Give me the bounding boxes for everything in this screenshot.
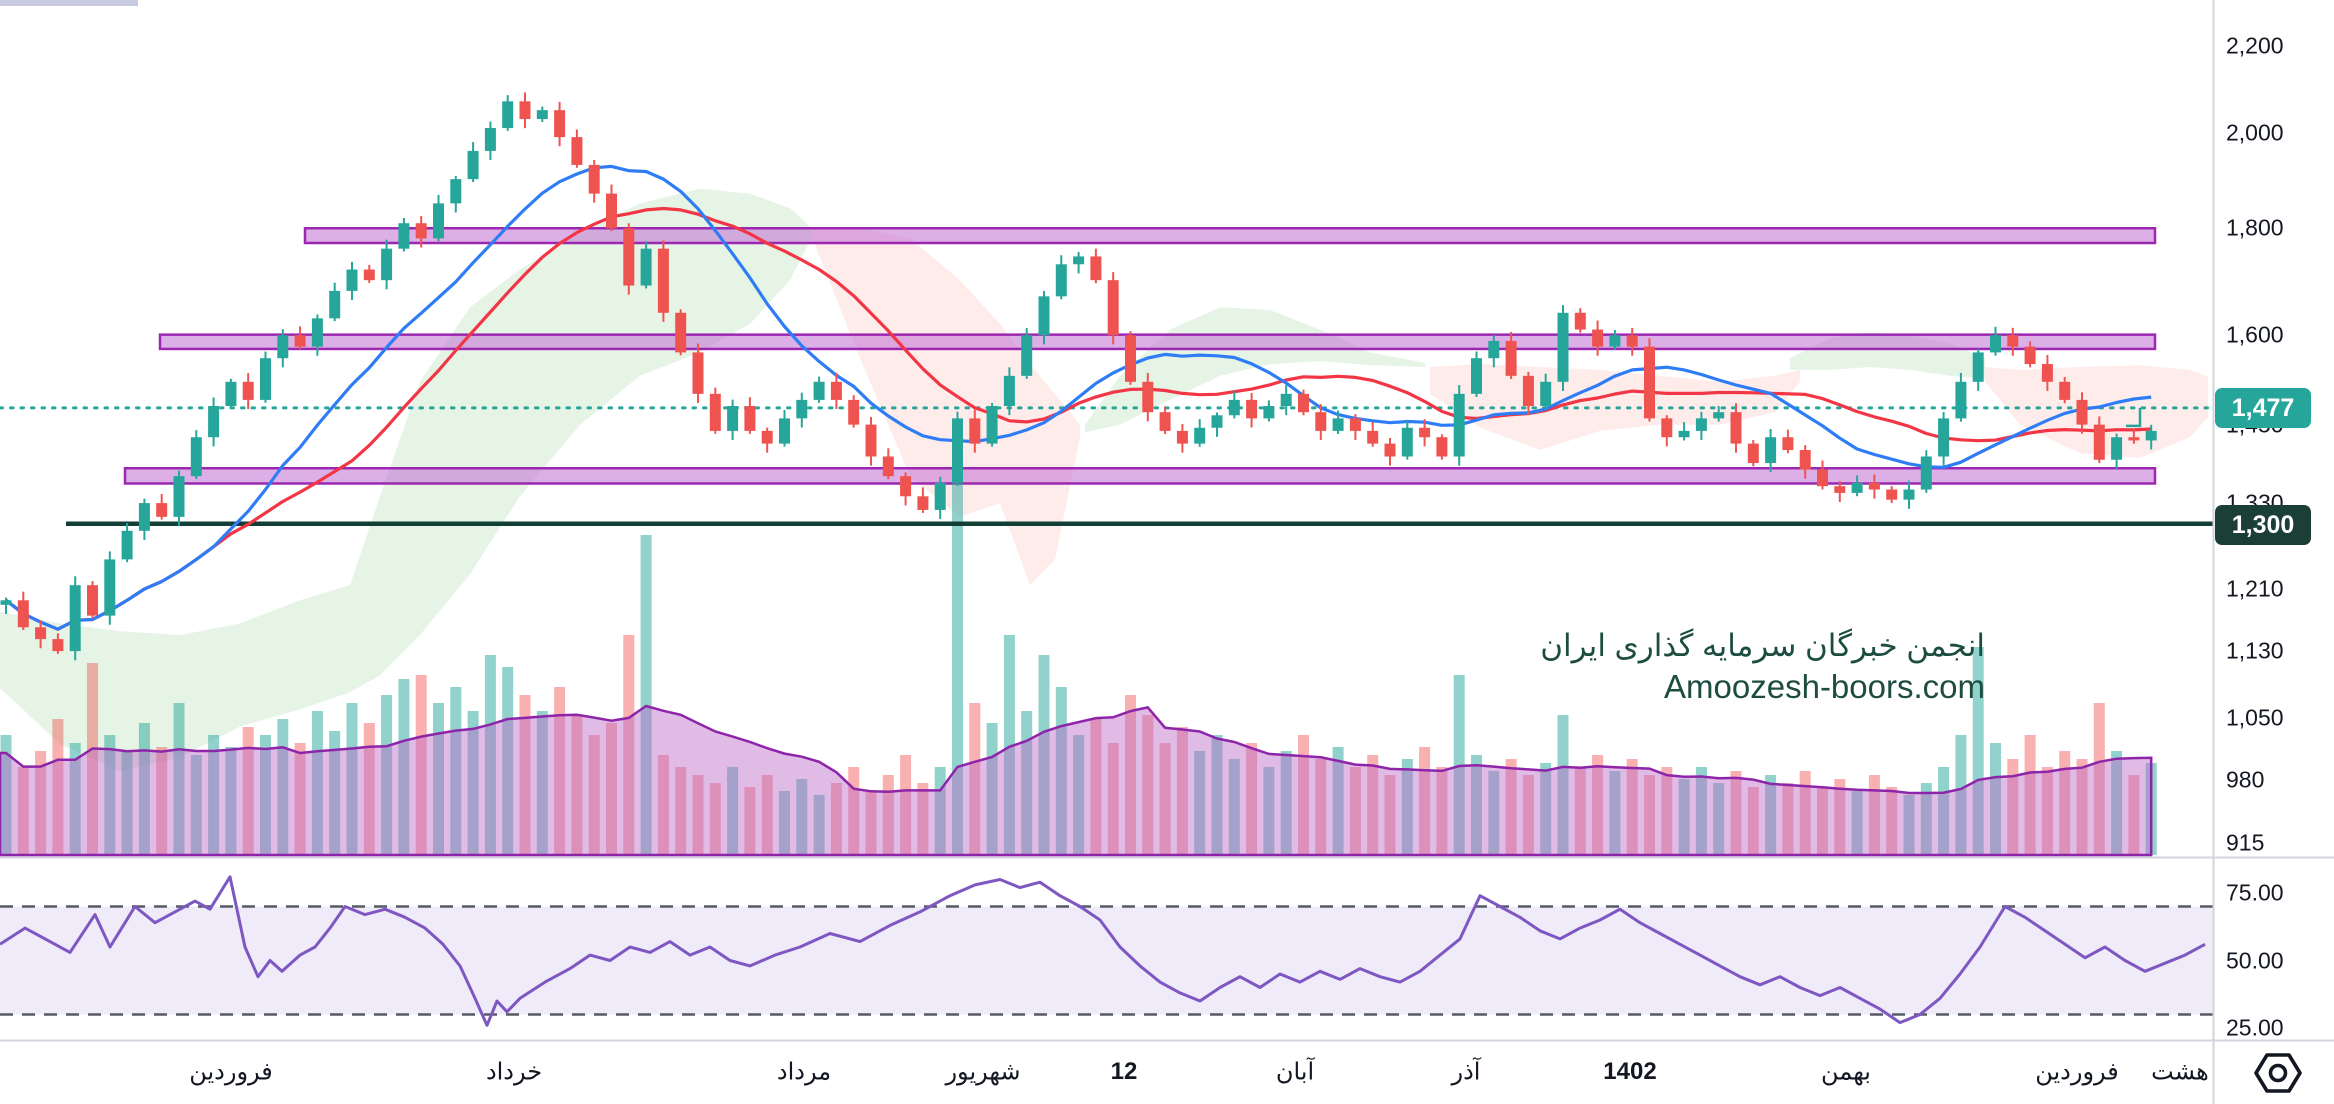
watermark: انجمن خبرگان سرمایه گذاری ایران Amoozesh…: [1540, 626, 1985, 708]
price-zone-2: [158, 333, 2157, 351]
candles: [0, 92, 2157, 661]
price-zone-3: [123, 466, 2157, 485]
volume-ma-area: [0, 704, 2153, 857]
top-left-strip: [0, 0, 138, 6]
oscillator-tick-label: 25.00: [2226, 1014, 2284, 1041]
price-tick-label: 1,600: [2226, 321, 2284, 348]
price-tick-label: 2,200: [2226, 32, 2284, 59]
time-axis[interactable]: فروردین خرداد مرداد شهریور 12 آبان آذر 1402 بهمن…: [0, 1040, 2213, 1104]
price-tick-label: 1,050: [2226, 704, 2284, 731]
current-price-badge: 1,477: [2215, 388, 2311, 428]
level-badge: 1,300: [2215, 505, 2311, 545]
price-tick-label: 1,130: [2226, 637, 2284, 664]
price-tick-label: 2,000: [2226, 119, 2284, 146]
oscillator-tick-label: 50.00: [2226, 947, 2284, 973]
time-axis-label: مرداد: [776, 1058, 832, 1086]
time-axis-label: هشت: [2151, 1058, 2209, 1086]
time-axis-label: بهمن: [1821, 1058, 1871, 1086]
ichimoku-cloud-pink: [1430, 364, 1800, 450]
oscillator-tick-label: 75.00: [2226, 879, 2284, 906]
time-axis-label: 12: [1110, 1058, 1138, 1085]
watermark-line2: Amoozesh-boors.com: [1664, 668, 1985, 705]
oscillator-band-fill: [0, 906, 2213, 1015]
price-zone-1: [303, 226, 2157, 245]
ma-slow-line: [5, 206, 2152, 631]
price-tick-label: 980: [2226, 766, 2265, 793]
oscillator-line: [0, 875, 2206, 1027]
logo-icon[interactable]: [2249, 1051, 2307, 1095]
time-axis-label: آذر: [1451, 1058, 1481, 1086]
time-axis-label: شهریور: [945, 1058, 1021, 1086]
time-axis-label: فروردین: [2035, 1058, 2119, 1086]
time-axis-label: فروردین: [189, 1058, 273, 1086]
time-axis-label: 1402: [1603, 1058, 1657, 1085]
ma-fast-line: [5, 164, 2152, 631]
price-tick-label: 1,210: [2226, 575, 2284, 602]
price-tick-label: 1,800: [2226, 214, 2284, 241]
price-axis[interactable]: 1,477 1,300 2,2002,0001,8001,6001,4501,3…: [2213, 0, 2334, 1104]
watermark-line1: انجمن خبرگان سرمایه گذاری ایران: [1540, 628, 1985, 663]
time-axis-label: خرداد: [485, 1058, 543, 1086]
last-bar-marker: [2126, 407, 2142, 428]
time-axis-label: آبان: [1275, 1058, 1315, 1086]
price-tick-label: 915: [2226, 829, 2265, 856]
volume-bars: [0, 455, 2157, 855]
